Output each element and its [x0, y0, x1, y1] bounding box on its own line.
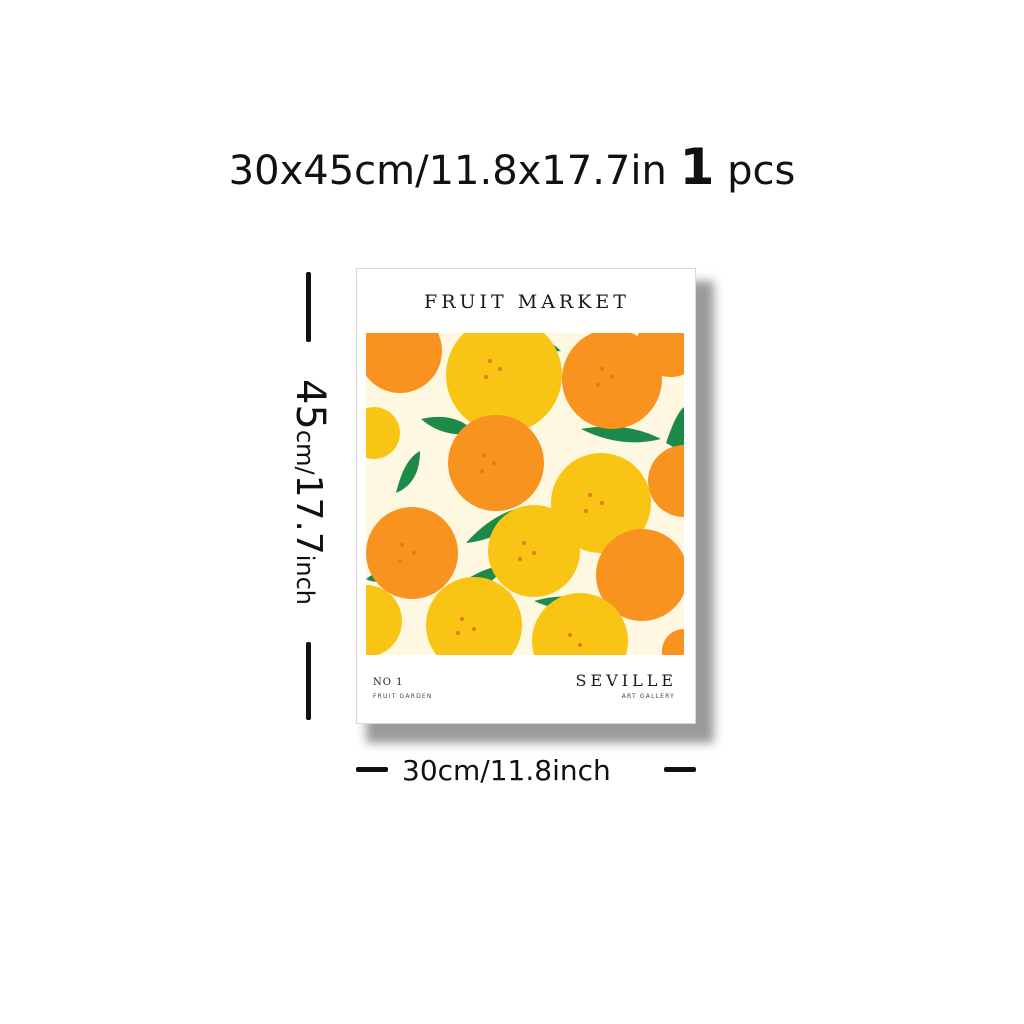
poster-subtitle-right: ART GALLERY [621, 693, 675, 700]
quantity-unit: pcs [727, 148, 796, 194]
poster-title: FRUIT MARKET [424, 291, 630, 313]
height-unit-inch: inch [291, 554, 319, 606]
height-dimension-label: 45cm/17.7inch [287, 379, 333, 605]
poster-city: SEVILLE [575, 671, 677, 690]
height-marker-top [306, 272, 311, 342]
height-unit-cm: cm/ [291, 429, 319, 475]
poster-subtitle-left: FRUIT GARDEN [373, 693, 433, 700]
height-marker-bottom [306, 642, 311, 720]
oranges-pattern-icon [366, 333, 684, 655]
size-quantity-headline: 30x45cm/11.8x17.7in 1 pcs [0, 138, 1024, 196]
width-dimension-label: 30cm/11.8inch [402, 754, 611, 787]
poster: FRUIT MARKET [356, 268, 696, 724]
height-number: 45 [287, 378, 333, 430]
height-inches: 17.7 [288, 474, 329, 555]
oranges-artwork [366, 333, 684, 655]
quantity-value: 1 [679, 138, 715, 196]
poster-number: NO 1 [373, 677, 404, 688]
width-marker-right [664, 767, 696, 772]
size-text: 30x45cm/11.8x17.7in [228, 148, 667, 194]
width-marker-left [356, 767, 388, 772]
